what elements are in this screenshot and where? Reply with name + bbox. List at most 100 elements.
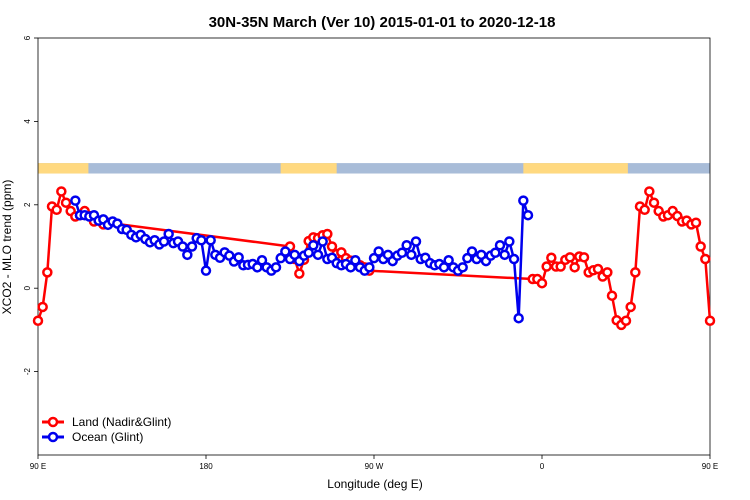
data-point <box>541 261 552 272</box>
data-point <box>494 239 506 251</box>
series-ocean <box>70 195 534 324</box>
plot-frame <box>37 37 711 456</box>
series-layer <box>32 186 716 331</box>
land-band-segment <box>280 163 337 174</box>
y-tick-label: 0 <box>23 285 32 290</box>
data-point <box>205 234 216 246</box>
data-point <box>625 301 636 313</box>
data-point <box>578 252 590 263</box>
data-point <box>504 236 515 247</box>
data-point <box>508 253 520 265</box>
data-point <box>182 249 193 261</box>
data-point <box>294 268 305 279</box>
chart-title: 30N-35N March (Ver 10) 2015-01-01 to 202… <box>209 14 556 31</box>
land-band-segment <box>523 163 628 174</box>
data-point <box>438 262 450 273</box>
data-point <box>630 267 641 278</box>
data-point <box>317 236 328 247</box>
legend-land-marker <box>47 416 59 428</box>
ocean-band <box>38 163 710 174</box>
legend: Land (Nadir&Glint) Ocean (Glint) <box>42 415 171 444</box>
data-point <box>70 195 81 206</box>
data-point <box>32 315 44 326</box>
data-point <box>275 252 286 264</box>
x-tick-label: 180 <box>199 462 213 471</box>
data-point <box>466 246 478 257</box>
data-point <box>270 262 282 273</box>
y-tick-label: -2 <box>23 367 32 375</box>
data-point <box>252 262 263 273</box>
data-point <box>569 262 580 273</box>
data-point <box>499 249 510 261</box>
data-point <box>620 315 632 326</box>
data-point <box>373 246 384 257</box>
x-axis-label: Longitude (deg E) <box>327 477 422 491</box>
data-point <box>648 197 660 208</box>
data-point <box>364 262 375 273</box>
data-point <box>546 252 557 264</box>
x-axis: 90 E 180 90 W 0 90 E <box>30 455 718 471</box>
data-point <box>564 252 576 263</box>
data-point <box>606 290 618 301</box>
data-point <box>200 265 212 276</box>
data-point <box>695 241 706 252</box>
data-point <box>196 234 207 246</box>
data-point <box>490 247 501 259</box>
x-tick-label: 90 E <box>702 462 718 471</box>
data-point <box>555 261 566 272</box>
data-point <box>401 239 412 251</box>
legend-land-label: Land (Nadir&Glint) <box>72 415 171 429</box>
data-point <box>690 217 702 228</box>
data-point <box>592 263 604 275</box>
data-point <box>368 252 380 264</box>
data-point <box>186 241 198 252</box>
data-point <box>350 255 361 266</box>
data-point <box>303 247 314 259</box>
data-point <box>522 209 534 221</box>
data-point <box>443 255 454 266</box>
y-axis-label: XCO2 - MLO trend (ppm) <box>0 180 14 315</box>
data-point <box>639 204 650 216</box>
legend-entry-land: Land (Nadir&Glint) <box>42 415 171 429</box>
data-point <box>406 249 417 261</box>
y-axis: -2 0 2 4 6 <box>23 35 38 375</box>
data-point <box>158 236 170 247</box>
data-point <box>704 315 716 326</box>
legend-ocean-label: Ocean (Glint) <box>72 430 143 444</box>
data-point <box>312 249 324 261</box>
x-tick-label: 90 E <box>30 462 46 471</box>
data-point <box>518 195 529 206</box>
data-point <box>177 241 188 252</box>
x-tick-label: 90 W <box>365 462 384 471</box>
y-tick-label: 6 <box>23 35 32 40</box>
legend-entry-ocean: Ocean (Glint) <box>42 430 143 444</box>
data-point <box>56 186 67 197</box>
data-point <box>60 197 72 208</box>
data-point <box>457 262 468 273</box>
data-point <box>536 277 548 289</box>
land-ocean-band <box>38 163 710 174</box>
data-point <box>700 253 711 265</box>
data-point <box>256 255 268 266</box>
data-point <box>396 247 408 259</box>
series-land <box>32 186 716 331</box>
y-tick-label: 2 <box>23 202 32 207</box>
data-point <box>163 228 174 240</box>
data-point <box>326 241 338 252</box>
data-point <box>37 301 48 313</box>
x-tick-label: 0 <box>540 462 545 471</box>
land-band-segment <box>38 163 89 174</box>
data-point <box>42 267 53 278</box>
data-point <box>513 312 524 324</box>
data-point <box>322 228 333 240</box>
data-point <box>462 252 473 264</box>
data-point <box>410 236 422 247</box>
data-point <box>51 204 62 216</box>
y-tick-label: 4 <box>23 119 32 124</box>
data-point <box>233 252 244 263</box>
data-point <box>308 239 319 251</box>
data-point <box>345 262 356 273</box>
data-point <box>602 267 613 278</box>
data-point <box>280 246 291 257</box>
